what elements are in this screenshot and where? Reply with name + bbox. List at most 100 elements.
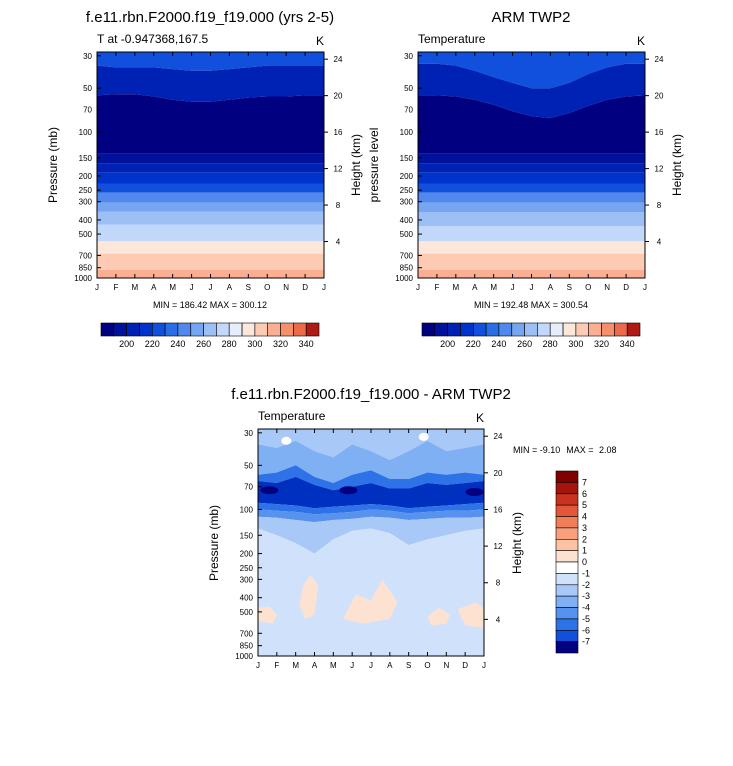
diff-stats-min-value: -9.10	[540, 445, 561, 455]
x-tick-label: N	[283, 283, 289, 292]
diff-colorbar-cell	[555, 629, 579, 642]
diff-band-2	[258, 465, 484, 491]
y-tick-label: 1000	[74, 274, 92, 283]
colorbar-cell	[305, 322, 320, 337]
y-tick-label: 150	[79, 154, 93, 163]
panel-model: f.e11.rbn.F2000.f19_f19.000 (yrs 2-5) T …	[46, 9, 363, 349]
x-tick-label: J	[511, 283, 515, 292]
y2-tick-label: 20	[655, 92, 664, 101]
diff-colorbar-label: -7	[582, 637, 590, 647]
colorbar-label: 280	[543, 339, 558, 349]
plot-obs-band-11	[418, 241, 645, 254]
plot-obs-band-3	[418, 153, 645, 164]
y-tick-label: 850	[400, 264, 414, 273]
colorbar-cell	[575, 322, 590, 337]
y-tick-label: 300	[79, 198, 93, 207]
x-tick-label: N	[604, 283, 610, 292]
colorbar-cell	[626, 322, 641, 337]
diff-colorbar-label: 6	[582, 489, 587, 499]
plot-obs-band-4	[418, 163, 645, 173]
x-tick-label: J	[482, 661, 486, 670]
panel-diff: f.e11.rbn.F2000.f19_f19.000 - ARM TWP2 T…	[207, 386, 617, 670]
colorbar-label: 320	[594, 339, 609, 349]
model-ylabel: Pressure (mb)	[46, 127, 60, 203]
y-tick-label: 400	[79, 216, 93, 225]
colorbar-cell	[177, 322, 191, 337]
diff-colorbar-cell	[555, 470, 579, 483]
colorbar-cell	[228, 322, 243, 337]
colorbar-cell	[241, 322, 256, 337]
colorbar-cell	[139, 322, 153, 337]
plot-model-band-9	[97, 211, 324, 225]
colorbar-label: 240	[491, 339, 506, 349]
y-tick-label: 250	[240, 564, 254, 573]
y-tick-label: 500	[79, 230, 93, 239]
colorbar-label: 220	[145, 339, 160, 349]
plot-obs-band-1	[418, 63, 645, 118]
y-tick-label: 200	[79, 172, 93, 181]
x-tick-label: A	[472, 283, 478, 292]
diff-colorbar-label: 4	[582, 512, 587, 522]
y-tick-label: 70	[244, 483, 253, 492]
y-tick-label: 30	[244, 429, 253, 438]
diff-ylabel-right: Height (km)	[510, 512, 524, 574]
diff-units: K	[476, 411, 484, 425]
y2-tick-label: 8	[657, 201, 662, 210]
x-tick-label: A	[312, 661, 318, 670]
plot-model-band-12	[97, 253, 324, 270]
colorbar-cell	[537, 322, 551, 337]
diff-colorbar-cell	[555, 527, 579, 540]
colorbar-label: 280	[222, 339, 237, 349]
obs-subtitle: Temperature	[418, 32, 486, 46]
y2-tick-label: 4	[336, 238, 341, 247]
y-tick-label: 850	[79, 264, 93, 273]
y2-tick-label: 4	[657, 238, 662, 247]
x-tick-label: O	[585, 283, 591, 292]
diff-colorbar-cell	[555, 584, 579, 597]
y-tick-label: 30	[404, 52, 413, 61]
diff-colorbar-cell	[555, 493, 579, 506]
plot-obs-band-9	[418, 212, 645, 226]
x-tick-label: J	[369, 661, 373, 670]
diff-colorbar-cell	[555, 550, 579, 563]
y-tick-label: 100	[79, 128, 93, 137]
colorbar-label: 220	[466, 339, 481, 349]
y2-tick-label: 16	[334, 128, 343, 137]
x-tick-label: F	[274, 661, 279, 670]
colorbar-cell	[472, 322, 487, 337]
colorbar-cell	[460, 322, 474, 337]
colorbar-cell	[216, 322, 230, 337]
diff-band-1	[258, 440, 484, 483]
diff-band-3	[258, 476, 484, 509]
y-tick-label: 700	[79, 251, 93, 260]
y-tick-label: 250	[400, 186, 414, 195]
colorbar-label: 300	[247, 339, 262, 349]
plot-model-band-1	[97, 65, 324, 102]
obs-ylabel: pressure level	[367, 128, 381, 203]
y2-tick-label: 12	[655, 165, 664, 174]
plot-obs-band-5	[418, 172, 645, 184]
x-tick-label: S	[246, 283, 251, 292]
plot-model-band-0	[97, 52, 324, 71]
x-tick-label: M	[131, 283, 138, 292]
plot-model-band-5	[97, 172, 324, 184]
y-tick-label: 400	[240, 594, 254, 603]
x-tick-label: S	[567, 283, 572, 292]
y2-tick-label: 24	[655, 55, 664, 64]
colorbar-cell	[549, 322, 564, 337]
y-tick-label: 70	[404, 105, 413, 114]
x-tick-label: O	[424, 661, 430, 670]
colorbar-cell	[588, 322, 602, 337]
y2-tick-label: 16	[494, 505, 503, 514]
x-tick-label: M	[452, 283, 459, 292]
y-tick-label: 150	[400, 154, 414, 163]
x-tick-label: J	[350, 661, 354, 670]
diff-band-7	[258, 528, 484, 656]
diff-colorbar-cell	[555, 538, 579, 551]
obs-units: K	[637, 34, 645, 48]
diff-stats-max-label: MAX =	[566, 445, 596, 455]
x-tick-label: A	[227, 283, 233, 292]
obs-stats: MIN = 192.48 MAX = 300.54	[474, 300, 588, 310]
plot-obs-band-12	[418, 253, 645, 270]
